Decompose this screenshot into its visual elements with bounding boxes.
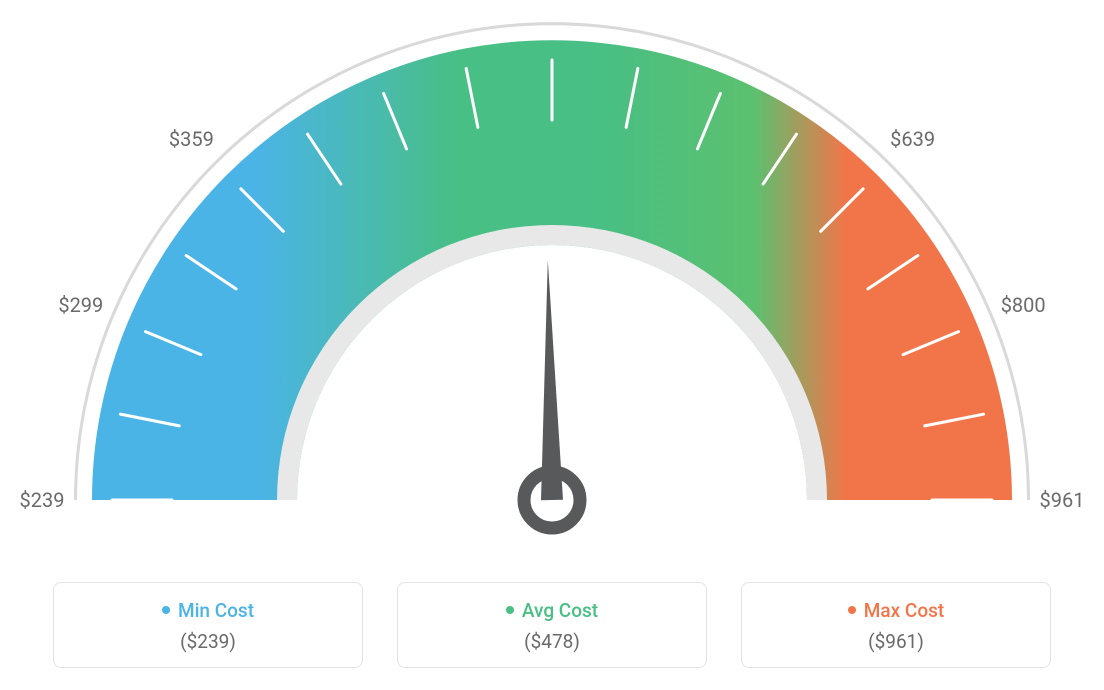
legend-label: Max Cost: [864, 599, 944, 622]
legend-card-min: Min Cost ($239): [53, 582, 363, 668]
scale-label: $961: [1040, 488, 1085, 512]
legend-row: Min Cost ($239) Avg Cost ($478) Max Cost…: [0, 582, 1104, 668]
scale-label: $800: [1001, 293, 1046, 317]
dot-icon: [848, 606, 856, 614]
scale-label: $478: [530, 0, 575, 2]
legend-label: Min Cost: [178, 599, 254, 622]
scale-label: $639: [890, 127, 935, 151]
dot-icon: [506, 606, 514, 614]
dot-icon: [162, 606, 170, 614]
legend-card-avg: Avg Cost ($478): [397, 582, 707, 668]
legend-label: Avg Cost: [522, 599, 598, 622]
scale-label: $299: [58, 293, 103, 317]
legend-value-avg: ($478): [398, 630, 706, 653]
legend-title-max: Max Cost: [742, 599, 1050, 622]
legend-card-max: Max Cost ($961): [741, 582, 1051, 668]
gauge-svg: [0, 0, 1104, 560]
legend-title-avg: Avg Cost: [398, 599, 706, 622]
gauge-chart: $239 $299 $359 $478 $639 $800 $961: [0, 0, 1104, 550]
legend-value-max: ($961): [742, 630, 1050, 653]
legend-title-min: Min Cost: [54, 599, 362, 622]
scale-label: $359: [169, 127, 214, 151]
scale-label: $239: [20, 488, 65, 512]
legend-value-min: ($239): [54, 630, 362, 653]
